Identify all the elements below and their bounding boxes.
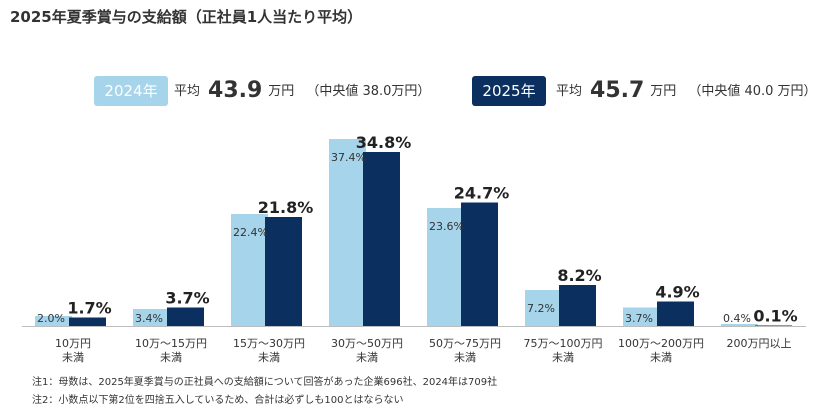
- bar-2024-5: [525, 290, 562, 326]
- label-2025-2: 21.8%: [258, 198, 314, 217]
- legend-2024-badge: 2024年: [94, 76, 168, 106]
- bar-2024-6: [623, 307, 660, 326]
- bar-2025-7: [755, 325, 792, 326]
- category-label-3-line-1: 未満: [356, 351, 378, 364]
- label-2025-1: 3.7%: [165, 289, 209, 308]
- legend-2025-summary: 平均 45.7 万円 （中央値 40.0 万円）: [556, 76, 817, 106]
- label-2025-0: 1.7%: [67, 299, 111, 318]
- bar-2025-2: [265, 217, 302, 326]
- label-2024-2: 22.4%: [233, 226, 268, 239]
- label-2024-7: 0.4%: [723, 312, 751, 325]
- category-label-6-line-1: 未満: [650, 351, 672, 364]
- label-2024-1: 3.4%: [135, 312, 163, 325]
- bar-2025-0: [69, 317, 106, 326]
- label-2024-0: 2.0%: [37, 312, 65, 325]
- legend-2024-avg-value: 43.9: [208, 78, 263, 103]
- category-label-4-line-1: 未満: [454, 351, 476, 364]
- label-2024-3: 37.4%: [331, 151, 366, 164]
- legend-2025-avg-prefix: 平均: [556, 84, 583, 99]
- bar-2025-1: [167, 307, 204, 326]
- bar-2025-6: [657, 301, 694, 326]
- bar-2024-3: [329, 139, 366, 326]
- bar-2024-1: [133, 309, 170, 326]
- footnote-1: 注1：母数は、2025年夏季賞与の正社員への支給額について回答があった企業696…: [32, 377, 498, 388]
- category-label-5-line-1: 未満: [552, 351, 574, 364]
- label-2024-6: 3.7%: [625, 312, 653, 325]
- legend-2025-median: （中央値 40.0 万円）: [688, 84, 817, 99]
- label-2024-4: 23.6%: [429, 220, 464, 233]
- label-2025-6: 4.9%: [655, 283, 699, 302]
- legend-2024-avg-prefix: 平均: [174, 84, 201, 99]
- category-label-0-line-0: 10万円: [55, 337, 91, 350]
- bar-2024-0: [35, 316, 72, 326]
- category-label-1-line-1: 未満: [160, 351, 182, 364]
- bar-2025-4: [461, 202, 498, 326]
- category-label-2-line-0: 15万～30万円: [233, 337, 305, 350]
- bar-2025-3: [363, 152, 400, 326]
- legend-2025-avg-unit: 万円: [650, 84, 677, 99]
- label-2025-3: 34.8%: [356, 133, 412, 152]
- category-label-1-line-0: 10万～15万円: [135, 337, 207, 350]
- legend-2024-summary: 平均 43.9 万円 （中央値 38.0万円）: [174, 76, 430, 106]
- label-2025-7: 0.1%: [753, 307, 797, 326]
- bar-2025-5: [559, 285, 596, 326]
- category-label-5-line-0: 75万～100万円: [524, 337, 603, 350]
- legend-2025-avg-value: 45.7: [590, 78, 645, 103]
- legend-2024-avg-unit: 万円: [268, 84, 295, 99]
- bar-2024-7: [721, 324, 758, 326]
- footnote-2: 注2：小数点以下第2位を四捨五入しているため、合計は必ずしも100とはならない: [32, 395, 404, 406]
- label-2025-4: 24.7%: [454, 184, 510, 203]
- category-label-4-line-0: 50万～75万円: [429, 337, 501, 350]
- category-label-2-line-1: 未満: [258, 351, 280, 364]
- legend-2025-badge: 2025年: [472, 76, 546, 106]
- category-label-0-line-1: 未満: [62, 351, 84, 364]
- chart-title: 2025年夏季賞与の支給額（正社員1人当たり平均）: [10, 8, 363, 26]
- category-label-3-line-0: 30万～50万円: [331, 337, 403, 350]
- label-2024-5: 7.2%: [527, 302, 555, 315]
- legend-2024-median: （中央値 38.0万円）: [306, 84, 431, 99]
- bar-2024-2: [231, 214, 268, 326]
- label-2025-5: 8.2%: [557, 266, 601, 285]
- bar-2024-4: [427, 208, 464, 326]
- category-label-6-line-0: 100万～200万円: [618, 337, 704, 350]
- category-label-7-line-0: 200万円以上: [727, 337, 792, 350]
